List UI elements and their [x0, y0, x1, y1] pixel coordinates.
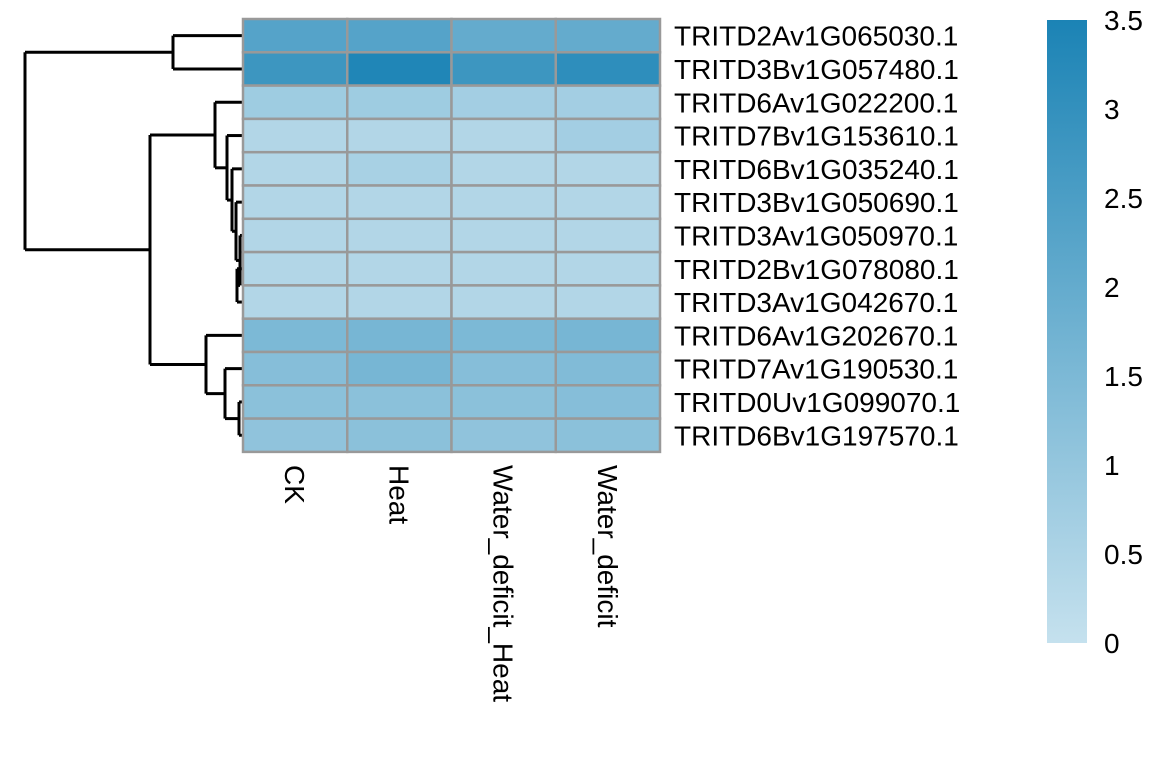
heatmap-cell [450, 150, 557, 187]
heatmap-cell [450, 217, 557, 254]
heatmap-cell [554, 17, 662, 54]
heatmap-cell [346, 150, 453, 187]
heatmap-cell [554, 184, 662, 221]
heatmap-cell [554, 150, 662, 187]
heatmap-cell [241, 84, 349, 121]
heatmap-cell [554, 417, 662, 454]
heatmap-cell [554, 117, 662, 154]
heatmap-cell [554, 384, 662, 420]
heatmap-cell [346, 317, 453, 354]
heatmap-cell [346, 117, 453, 154]
heatmap-cell [346, 17, 453, 54]
legend-tick-label: 3 [1104, 94, 1120, 125]
row-labels: TRITD2Av1G065030.1TRITD3Bv1G057480.1TRIT… [674, 21, 960, 452]
heatmap-cell [554, 217, 662, 254]
heatmap-cell [450, 284, 557, 320]
heatmap-cell [241, 250, 349, 287]
heatmap-cell [450, 84, 557, 121]
heatmap-cell [241, 184, 349, 221]
heatmap-cell [346, 184, 453, 221]
heatmap-cell [554, 51, 662, 87]
row-label: TRITD3Av1G042670.1 [674, 287, 958, 318]
heatmap-cell [450, 117, 557, 154]
row-label: TRITD3Bv1G050690.1 [674, 187, 959, 218]
heatmap-cell [450, 184, 557, 221]
heatmap-cell [241, 284, 349, 320]
heatmap-cell [346, 384, 453, 420]
heatmap-cell [346, 250, 453, 287]
color-legend: 0 0.5 1 1.5 2 2.5 3 3.5 [1047, 5, 1143, 659]
row-label: TRITD2Av1G065030.1 [674, 21, 958, 52]
heatmap-cell [450, 317, 557, 354]
row-dendrogram [23, 34, 243, 437]
heatmap-cell [346, 417, 453, 454]
legend-tick-label: 0.5 [1104, 539, 1143, 570]
heatmap-cell [554, 284, 662, 320]
heatmap-cell [346, 84, 453, 121]
heatmap-cell [450, 384, 557, 420]
legend-tick-label: 0 [1104, 628, 1120, 659]
legend-tick-label: 2.5 [1104, 183, 1143, 214]
heatmap-cell [554, 250, 662, 287]
column-label: Water_deficit_Heat [488, 465, 519, 702]
heatmap-cell [346, 284, 453, 320]
heatmap-cell [554, 350, 662, 387]
heatmap-cell [241, 350, 349, 387]
heatmap-cell [346, 350, 453, 387]
column-label: CK [279, 465, 310, 504]
heatmap-cells [241, 17, 662, 454]
legend-tick-label: 3.5 [1104, 5, 1143, 36]
heatmap-cell [450, 51, 557, 87]
heatmap-cell [450, 250, 557, 287]
heatmap-cell [554, 317, 662, 354]
legend-tick-label: 2 [1104, 272, 1120, 303]
row-label: TRITD0Uv1G099070.1 [674, 387, 960, 418]
row-label: TRITD3Av1G050970.1 [674, 220, 958, 251]
heatmap-cell [450, 17, 557, 54]
heatmap-cell [241, 51, 349, 87]
legend-tick-label: 1 [1104, 450, 1120, 481]
heatmap-cell [554, 84, 662, 121]
heatmap-cell [241, 117, 349, 154]
column-label: Heat [383, 465, 414, 524]
row-label: TRITD3Bv1G057480.1 [674, 54, 959, 85]
heatmap-cell [241, 417, 349, 454]
column-labels: CK Heat Water_deficit_Heat Water_deficit [279, 465, 623, 702]
heatmap-cell [450, 417, 557, 454]
heatmap-cell [241, 217, 349, 254]
heatmap-cell [450, 350, 557, 387]
column-label: Water_deficit [592, 465, 623, 628]
legend-color-bar [1047, 20, 1087, 643]
row-label: TRITD6Av1G022200.1 [674, 87, 958, 118]
heatmap-cell [241, 17, 349, 54]
row-label: TRITD2Bv1G078080.1 [674, 254, 959, 285]
legend-tick-label: 1.5 [1104, 361, 1143, 392]
row-label: TRITD7Av1G190530.1 [674, 354, 958, 385]
heatmap-cell [346, 51, 453, 87]
row-label: TRITD6Bv1G197570.1 [674, 420, 959, 451]
heatmap-cell [241, 317, 349, 354]
heatmap-cell [241, 150, 349, 187]
heatmap-cell [241, 384, 349, 420]
row-label: TRITD6Bv1G035240.1 [674, 154, 959, 185]
heatmap-cell [346, 217, 453, 254]
row-label: TRITD6Av1G202670.1 [674, 320, 958, 351]
row-label: TRITD7Bv1G153610.1 [674, 121, 959, 152]
